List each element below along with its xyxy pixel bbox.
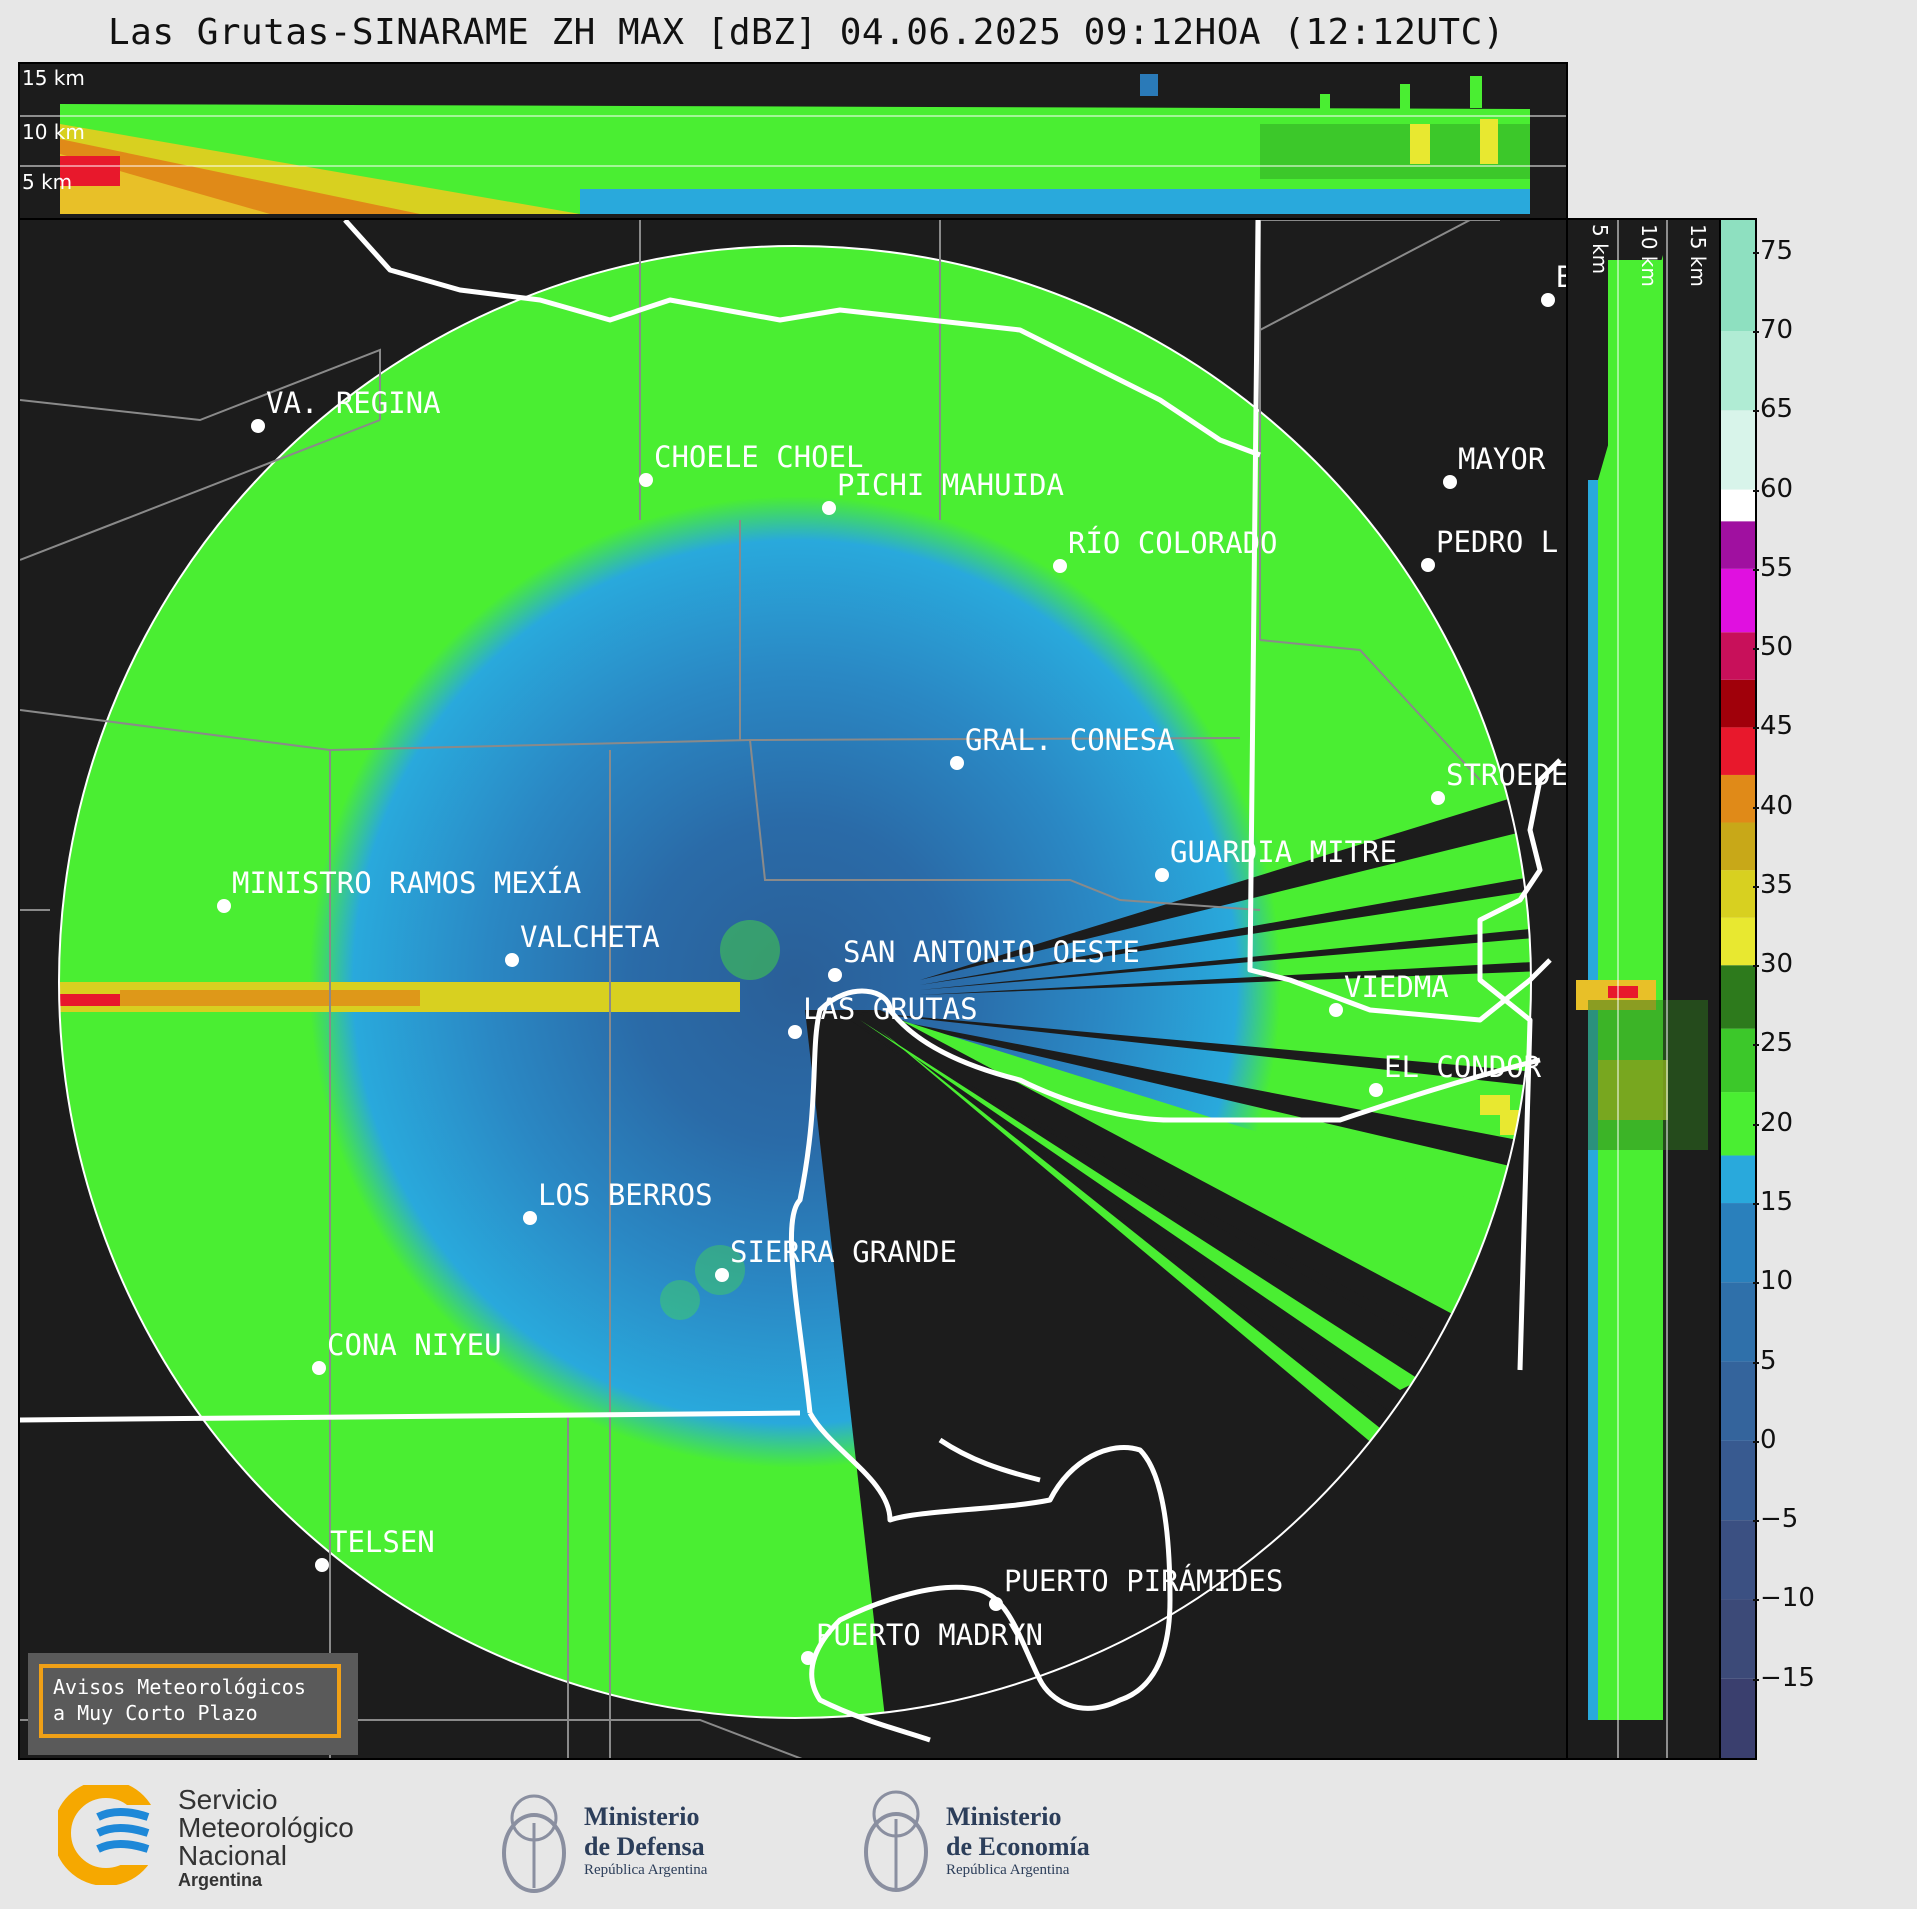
city-marker-icon <box>1053 559 1067 573</box>
avisos-line-2: a Muy Corto Plazo <box>53 1701 258 1725</box>
colorbar-band <box>1721 410 1755 490</box>
colorbar-gradient <box>1721 220 1755 1758</box>
city-marker-icon <box>788 1025 802 1039</box>
colorbar-tick-label: −15 <box>1753 1662 1815 1693</box>
city-marker-icon <box>801 1651 815 1665</box>
avisos-line-1: Avisos Meteorológicos <box>53 1675 306 1699</box>
side-alt-label-5: 5 km <box>1588 224 1612 275</box>
city-marker-icon <box>1155 868 1169 882</box>
city-marker-icon <box>1443 475 1457 489</box>
colorbar-tick-label: 60 <box>1752 473 1794 504</box>
city-marker-icon <box>312 1361 326 1375</box>
colorbar-tick-label: 55 <box>1752 552 1794 583</box>
colorbar-tick-label: 70 <box>1752 314 1794 345</box>
city-marker-icon <box>989 1597 1003 1611</box>
side-cross-section-panel: 5 km 10 km 15 km <box>1566 218 1721 1760</box>
colorbar-tick-label: 45 <box>1752 711 1794 742</box>
defensa-logo-text: Ministerio de Defensa República Argentin… <box>584 1802 708 1878</box>
avisos-box: Avisos Meteorológicos a Muy Corto Plazo <box>28 1653 358 1755</box>
colorbar-band <box>1721 1678 1755 1758</box>
colorbar-band <box>1721 521 1755 569</box>
colorbar-tick-label: 50 <box>1752 632 1794 663</box>
page-title: Las Grutas-SINARAME ZH MAX [dBZ] 04.06.2… <box>108 12 1505 53</box>
city-marker-icon <box>1329 1003 1343 1017</box>
colorbar-band <box>1721 1520 1755 1600</box>
side-alt-label-10: 10 km <box>1637 224 1661 287</box>
colorbar-tick-label: 35 <box>1752 869 1794 900</box>
colorbar-band <box>1721 917 1755 966</box>
colorbar-band <box>1721 330 1755 411</box>
city-marker-icon <box>1421 558 1435 572</box>
colorbar-tick-label: 20 <box>1752 1107 1794 1138</box>
defensa-shield-icon <box>494 1778 574 1898</box>
colorbar-band <box>1721 965 1755 1029</box>
economia-shield-icon <box>856 1774 936 1898</box>
colorbar-tick-label: 40 <box>1752 790 1794 821</box>
top-alt-label-10: 10 km <box>22 120 85 144</box>
colorbar-band <box>1721 568 1755 633</box>
city-marker-icon <box>1541 293 1555 307</box>
city-marker-icon <box>639 473 653 487</box>
colorbar-band <box>1721 632 1755 680</box>
top-alt-label-5: 5 km <box>22 170 73 194</box>
city-marker-icon <box>950 756 964 770</box>
colorbar-band <box>1721 1440 1755 1521</box>
city-marker-icon <box>1431 791 1445 805</box>
city-marker-icon <box>1369 1083 1383 1097</box>
colorbar-band <box>1721 1092 1755 1156</box>
top-alt-label-15: 15 km <box>22 66 85 90</box>
city-marker-icon <box>315 1558 329 1572</box>
colorbar-band <box>1721 1282 1755 1362</box>
smn-logo-text: Servicio Meteorológico Nacional Argentin… <box>178 1784 354 1891</box>
colorbar-band <box>1721 1203 1755 1283</box>
top-cross-section-plot <box>20 74 1566 214</box>
colorbar-band <box>1721 1599 1755 1679</box>
colorbar-band <box>1721 870 1755 918</box>
colorbar-band <box>1721 774 1755 823</box>
dbz-colorbar <box>1719 218 1757 1760</box>
city-marker-icon <box>523 1211 537 1225</box>
colorbar-band <box>1721 822 1755 871</box>
city-marker-icon <box>828 968 842 982</box>
colorbar-tick-label: 5 <box>1753 1345 1777 1376</box>
colorbar-tick-label: 65 <box>1752 394 1794 425</box>
city-marker-icon <box>251 419 265 433</box>
radar-map-panel: PICHI MAHUIDA RÍO COLORADO VA. REGINA CH… <box>18 218 1568 1760</box>
city-marker-icon <box>217 899 231 913</box>
colorbar-tick-label: −5 <box>1752 1504 1799 1535</box>
colorbar-tick-label: 10 <box>1752 1266 1794 1297</box>
colorbar-tick-label: 30 <box>1752 949 1794 980</box>
colorbar-band <box>1721 1155 1755 1204</box>
colorbar-band <box>1721 727 1755 775</box>
city-marker-icon <box>715 1268 729 1282</box>
side-alt-label-15: 15 km <box>1686 224 1710 287</box>
colorbar-band <box>1721 489 1755 522</box>
economia-logo-text: Ministerio de Economía República Argenti… <box>946 1802 1090 1878</box>
colorbar-tick-label: 15 <box>1752 1187 1794 1218</box>
city-marker-icon <box>822 501 836 515</box>
side-cross-section-plot <box>1576 220 1708 1758</box>
colorbar-tick-label: 0 <box>1753 1424 1777 1455</box>
colorbar-band <box>1721 1361 1755 1441</box>
colorbar-tick-label: 25 <box>1752 1028 1794 1059</box>
top-cross-section-panel: 15 km 10 km 5 km <box>18 62 1568 220</box>
colorbar-band <box>1721 220 1755 331</box>
colorbar-tick-label: −10 <box>1753 1583 1815 1614</box>
radar-ppi-map <box>20 220 1562 1758</box>
smn-logo <box>58 1785 158 1885</box>
city-marker-icon <box>505 953 519 967</box>
colorbar-band <box>1721 679 1755 728</box>
smn-logo-icon <box>58 1785 158 1885</box>
colorbar-band <box>1721 1028 1755 1093</box>
colorbar-tick-label: 75 <box>1752 235 1794 266</box>
